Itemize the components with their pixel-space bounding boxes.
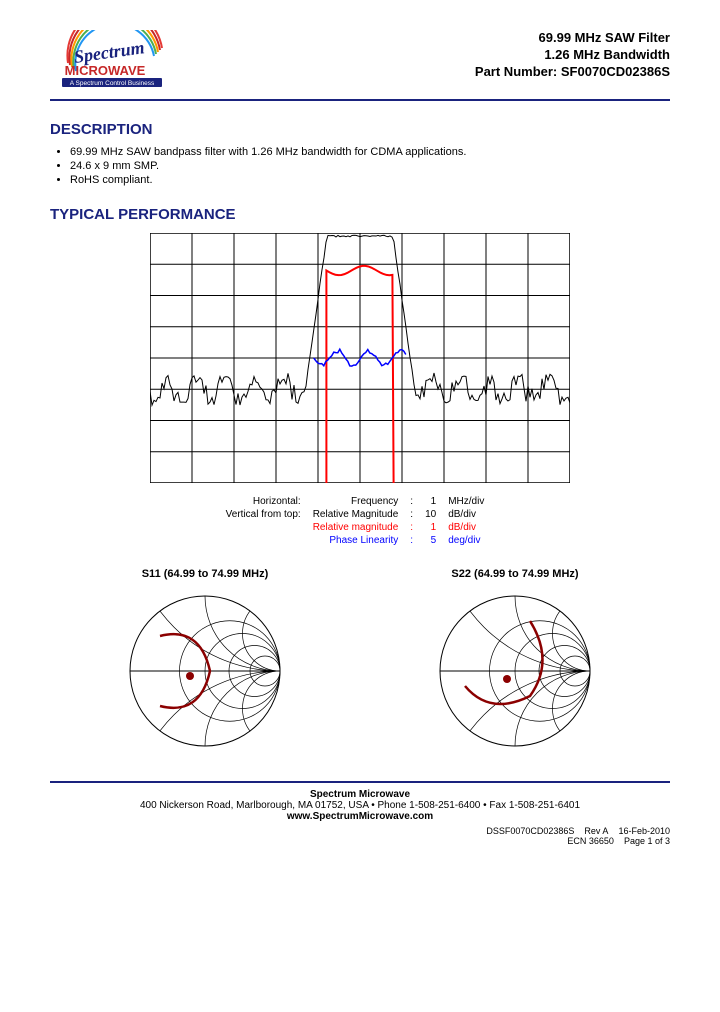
- legend-series-name: Phase Linearity: [313, 535, 409, 546]
- smith-title: S11 (64.99 to 74.99 MHz): [115, 568, 295, 580]
- description-list: 69.99 MHz SAW bandpass filter with 1.26 …: [70, 146, 670, 186]
- header-product-info: 69.99 MHz SAW Filter 1.26 MHz Bandwidth …: [475, 30, 670, 81]
- page-footer: Spectrum Microwave 400 Nickerson Road, M…: [50, 781, 670, 846]
- smith-charts-row: S11 (64.99 to 74.99 MHz) S22 (64.99 to 7…: [50, 568, 670, 761]
- legend-series-name: Relative Magnitude: [313, 509, 409, 520]
- legend-series-value: 5: [425, 535, 446, 546]
- performance-heading: TYPICAL PERFORMANCE: [50, 206, 670, 223]
- company-logo: Spectrum MICROWAVE A Spectrum Control Bu…: [50, 30, 200, 95]
- svg-text:A Spectrum Control Business: A Spectrum Control Business: [70, 80, 155, 87]
- legend-series-value: 10: [425, 509, 446, 520]
- svg-text:MICROWAVE: MICROWAVE: [65, 63, 146, 78]
- description-item: 69.99 MHz SAW bandpass filter with 1.26 …: [70, 146, 670, 158]
- chart-legend: Horizontal: Frequency: 1 MHz/div Vertica…: [224, 494, 497, 548]
- legend-series-value: 1: [425, 522, 446, 533]
- legend-series-name: Frequency: [313, 496, 409, 507]
- product-title-1: 69.99 MHz SAW Filter: [475, 30, 670, 47]
- smith-chart-s11: S11 (64.99 to 74.99 MHz): [115, 568, 295, 761]
- legend-series-unit: MHz/div: [448, 496, 494, 507]
- smith-chart-s22: S22 (64.99 to 74.99 MHz): [425, 568, 605, 761]
- legend-series-unit: dB/div: [448, 522, 494, 533]
- legend-series-value: 1: [425, 496, 446, 507]
- description-item: RoHS compliant.: [70, 174, 670, 186]
- footer-website: www.SpectrumMicrowave.com: [50, 811, 670, 822]
- footer-address: 400 Nickerson Road, Marlborough, MA 0175…: [50, 800, 670, 811]
- legend-axis-label: Horizontal:: [226, 496, 311, 507]
- legend-series-unit: deg/div: [448, 535, 494, 546]
- footer-company: Spectrum Microwave: [50, 789, 670, 800]
- footer-meta: DSSF0070CD02386S Rev A 16-Feb-2010 ECN 3…: [50, 826, 670, 846]
- description-item: 24.6 x 9 mm SMP.: [70, 160, 670, 172]
- product-part-number: Part Number: SF0070CD02386S: [475, 64, 670, 81]
- legend-axis-label: Vertical from top:: [226, 509, 311, 520]
- smith-title: S22 (64.99 to 74.99 MHz): [425, 568, 605, 580]
- page-header: Spectrum MICROWAVE A Spectrum Control Bu…: [50, 30, 670, 101]
- product-title-2: 1.26 MHz Bandwidth: [475, 47, 670, 64]
- main-performance-chart: Horizontal: Frequency: 1 MHz/div Vertica…: [50, 233, 670, 548]
- legend-series-unit: dB/div: [448, 509, 494, 520]
- description-heading: DESCRIPTION: [50, 121, 670, 138]
- legend-series-name: Relative magnitude: [313, 522, 409, 533]
